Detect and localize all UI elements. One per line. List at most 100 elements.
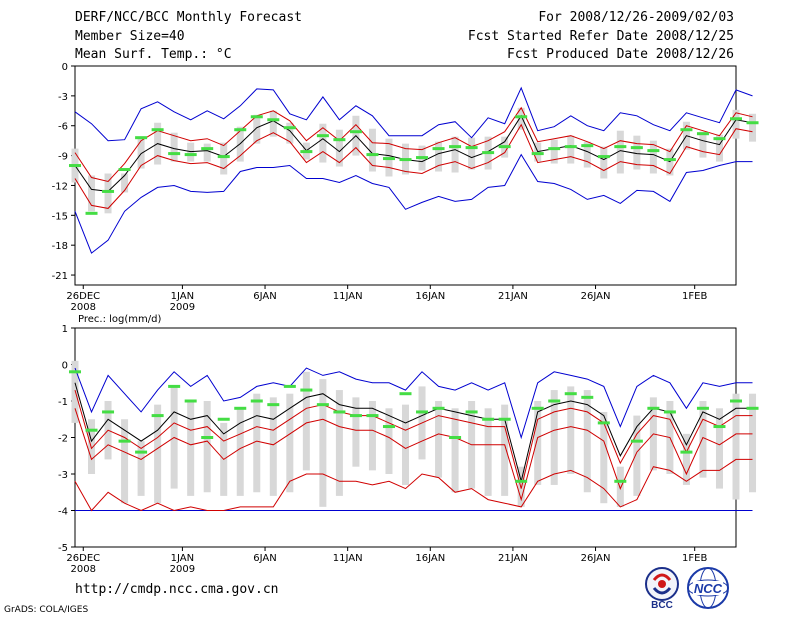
observed-marker: [399, 392, 412, 396]
observed-marker: [531, 152, 544, 156]
observed-marker: [581, 395, 594, 399]
spread-box: [699, 131, 707, 158]
observed-marker: [283, 384, 296, 388]
observed-marker: [118, 168, 131, 172]
spread-box: [468, 137, 476, 170]
observed-marker: [498, 145, 511, 149]
grads-credit: GrADS: COLA/IGES: [4, 605, 89, 615]
observed-marker: [217, 155, 230, 159]
observed-marker: [630, 146, 643, 150]
y-tick-label: -3: [58, 470, 68, 481]
observed-marker: [382, 157, 395, 161]
ncc-logo: NCC: [687, 567, 729, 609]
observed-marker: [184, 153, 197, 157]
observed-marker: [184, 399, 197, 403]
observed-marker: [597, 155, 610, 159]
observed-marker: [135, 450, 148, 454]
observed-marker: [283, 126, 296, 130]
x-tick-label: 21JAN: [498, 291, 528, 302]
observed-marker: [730, 117, 742, 121]
x-tick-label: 21JAN: [498, 553, 528, 564]
y-tick-label: -9: [58, 152, 68, 163]
max-envelope-line: [74, 86, 753, 142]
observed-marker: [432, 147, 445, 151]
x-tick-label: 26DEC: [66, 553, 100, 564]
observed-marker: [548, 399, 561, 403]
observed-marker: [349, 414, 362, 418]
y-tick-label: -21: [52, 271, 68, 282]
y-tick-label: -3: [58, 92, 68, 103]
x-tick-label: 16JAN: [415, 291, 445, 302]
observed-marker: [614, 479, 627, 483]
spread-box: [567, 135, 575, 164]
y-tick-label: -15: [52, 211, 68, 222]
lower-spread-line: [74, 408, 753, 502]
spread-box: [682, 433, 690, 485]
spread-box: [567, 386, 575, 474]
observed-marker: [663, 410, 676, 414]
y-tick-label: 1: [62, 324, 68, 335]
observed-marker: [151, 128, 164, 132]
member-size-label: Member Size=40: [75, 29, 185, 44]
spread-box: [170, 132, 178, 162]
upper-spread-line: [74, 389, 753, 489]
x-tick-label: 26DEC: [66, 291, 100, 302]
y-tick-label: -1: [58, 397, 68, 408]
precip-panel-title: Prec.: log(mm/d): [78, 314, 161, 325]
observed-marker: [713, 425, 726, 429]
observed-marker: [135, 136, 148, 140]
spread-box: [104, 173, 112, 214]
observed-marker: [515, 479, 528, 483]
footer-url[interactable]: http://cmdp.ncc.cma.gov.cn: [75, 582, 279, 597]
x-tick-year-label: 2008: [71, 564, 96, 575]
spread-box: [121, 419, 129, 504]
spread-box: [269, 110, 277, 137]
y-tick-label: 0: [62, 361, 68, 372]
observed-marker: [234, 406, 247, 410]
observed-marker: [531, 406, 544, 410]
spread-box: [253, 393, 261, 493]
spread-box: [286, 393, 294, 493]
observed-marker: [465, 146, 478, 150]
spread-box: [715, 134, 723, 162]
observed-marker: [680, 450, 693, 454]
spread-box: [319, 123, 327, 163]
observed-marker: [696, 406, 709, 410]
spread-box: [633, 415, 641, 496]
observed-marker: [349, 130, 362, 134]
x-tick-label: 6JAN: [253, 553, 276, 564]
observed-marker: [85, 211, 98, 215]
y-tick-label: -12: [52, 181, 68, 192]
observed-marker: [696, 132, 709, 136]
observed-marker: [482, 417, 495, 421]
spread-box: [154, 404, 162, 504]
spread-box: [732, 109, 740, 139]
spread-box: [352, 397, 360, 467]
x-tick-year-label: 2008: [71, 302, 96, 313]
observed-marker: [267, 118, 280, 122]
y-tick-label: 0: [62, 62, 68, 73]
observed-marker: [267, 403, 280, 407]
observed-marker: [680, 128, 693, 132]
max-envelope-line: [74, 367, 753, 440]
observed-marker: [581, 144, 594, 148]
spread-box: [451, 136, 459, 173]
observed-marker: [416, 156, 429, 160]
observed-marker: [217, 417, 230, 421]
observed-marker: [449, 436, 462, 439]
observed-marker: [382, 425, 395, 429]
spread-box: [550, 390, 558, 485]
observed-marker: [201, 436, 214, 439]
observed-marker: [399, 158, 412, 162]
observed-marker: [746, 121, 759, 125]
y-tick-label: -4: [58, 507, 68, 518]
y-tick-label: -6: [58, 122, 68, 133]
x-tick-label: 1JAN: [171, 553, 194, 564]
chart-title: DERF/NCC/BCC Monthly Forecast: [75, 10, 302, 25]
observed-marker: [449, 145, 462, 149]
observed-marker: [647, 149, 660, 153]
observed-marker: [630, 439, 643, 443]
spread-box: [385, 408, 393, 474]
ensemble-mean-line: [74, 382, 753, 482]
